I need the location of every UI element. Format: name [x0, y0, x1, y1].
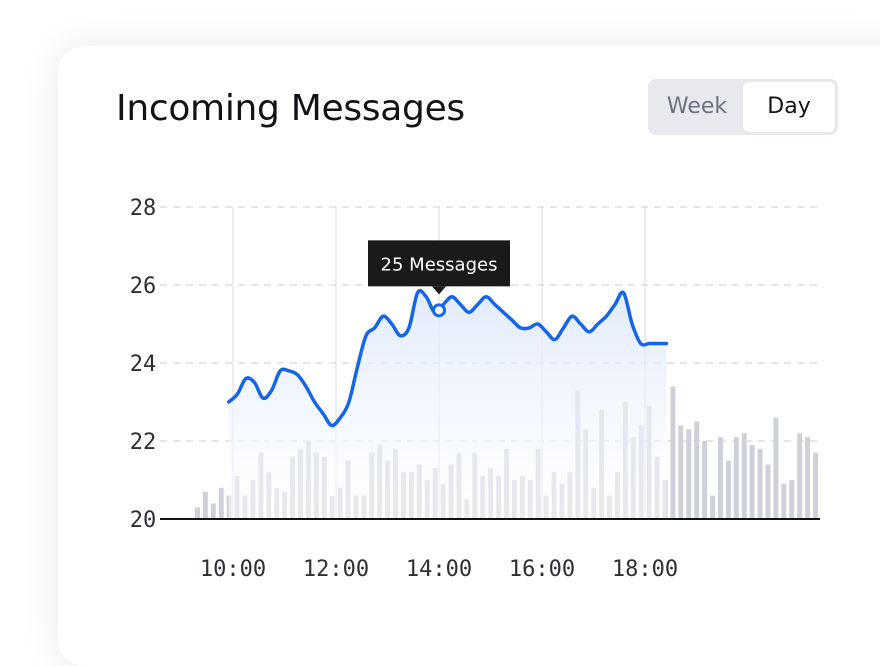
y-tick-label: 22 [130, 430, 157, 455]
volume-bar [773, 417, 779, 519]
volume-bar [210, 503, 216, 519]
volume-bar [702, 441, 708, 519]
y-tick-label: 20 [130, 508, 157, 533]
volume-bar [813, 452, 818, 519]
volume-bar [670, 386, 676, 519]
volume-bar [678, 425, 684, 519]
volume-bar [717, 437, 723, 519]
toggle-week[interactable]: Week [666, 94, 728, 119]
x-tick-label: 14:00 [406, 557, 472, 582]
volume-bar [725, 460, 731, 519]
line-area-fill [228, 290, 667, 519]
volume-bar [195, 507, 200, 519]
volume-bar [757, 448, 763, 519]
messages-chart: 20 22 24 26 28 10:00 12:00 14:00 16:00 18:00 25 M… [130, 196, 820, 582]
tooltip-box [368, 240, 510, 287]
page-title: Incoming Messages [116, 88, 465, 129]
y-tick-label: 26 [130, 274, 157, 299]
x-tick-label: 16:00 [509, 557, 575, 582]
volume-bar [781, 483, 787, 519]
x-tick-label: 10:00 [200, 557, 266, 582]
volume-bar [805, 437, 811, 519]
volume-bar [218, 487, 224, 519]
volume-bar [789, 480, 795, 519]
y-tick-label: 24 [130, 352, 157, 377]
highlight-point [432, 303, 446, 318]
volume-bar [765, 464, 771, 519]
tooltip-text: 25 Messages [381, 254, 498, 275]
y-tick-label: 28 [130, 196, 157, 221]
volume-bar [686, 429, 692, 519]
volume-bar [797, 433, 803, 519]
x-tick-label: 18:00 [612, 557, 678, 582]
messages-line [226, 289, 669, 428]
volume-bar [749, 444, 755, 519]
volume-bar [733, 437, 739, 519]
period-toggle[interactable]: Week Day [648, 79, 838, 135]
toggle-day[interactable]: Day [743, 82, 835, 132]
volume-bar [694, 421, 700, 519]
volume-bar [710, 495, 715, 519]
volume-bar [741, 433, 747, 519]
tooltip-pointer [432, 286, 446, 295]
x-tick-label: 12:00 [303, 557, 369, 582]
volume-bar [202, 491, 208, 519]
